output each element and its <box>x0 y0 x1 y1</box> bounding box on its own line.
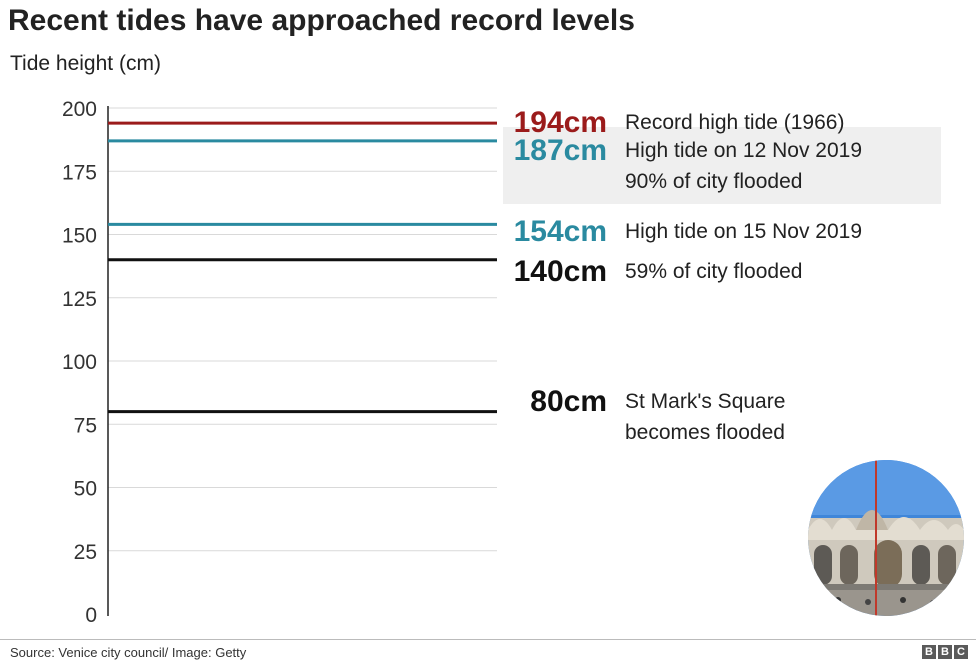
tide-annotation: 80cm St Mark's Square becomes flooded <box>0 385 976 444</box>
tide-value-label: 194cm <box>513 106 607 140</box>
tide-description-line: High tide on 12 Nov 2019 <box>625 138 862 162</box>
tide-description: High tide on 15 Nov 2019 <box>625 216 862 247</box>
tide-annotation: 154cm High tide on 15 Nov 2019 <box>0 215 976 248</box>
tide-description-line: 90% of city flooded <box>625 169 803 193</box>
tide-description: Record high tide (1966) <box>625 107 844 138</box>
y-tick-label: 200 <box>62 98 97 121</box>
tide-description-line: High tide on 15 Nov 2019 <box>625 220 862 244</box>
y-tick-label: 150 <box>62 225 97 248</box>
tide-description-line: Record high tide (1966) <box>625 111 845 135</box>
tide-value-label: 187cm <box>513 133 607 167</box>
tide-description: 59% of city flooded <box>625 256 802 287</box>
y-tick-label: 75 <box>74 414 97 437</box>
tide-description: High tide on 12 Nov 2019 90% of city floo… <box>625 135 862 197</box>
y-tick-label: 50 <box>74 478 97 501</box>
tide-value-label: 154cm <box>513 215 607 249</box>
bbc-logo-letter: C <box>954 645 968 659</box>
y-tick-label: 100 <box>62 351 97 374</box>
bbc-logo-letter: B <box>938 645 952 659</box>
highlight-box <box>503 127 941 204</box>
source-note: Source: Venice city council/ Image: Gett… <box>10 645 247 660</box>
tide-annotation: 140cm 59% of city flooded <box>0 255 976 288</box>
tide-description: St Mark's Square becomes flooded <box>625 386 785 448</box>
bbc-logo: B B C <box>922 645 968 659</box>
tide-value-label: 80cm <box>530 384 607 418</box>
chart-title: Recent tides have approached record leve… <box>8 4 635 37</box>
tide-description-line: St Mark's Square <box>625 389 786 413</box>
y-axis-label: Tide height (cm) <box>10 52 161 75</box>
y-tick-label: 175 <box>62 161 97 184</box>
y-tick-label: 125 <box>62 288 97 311</box>
tide-description-line: becomes flooded <box>625 420 785 444</box>
y-tick-label: 0 <box>85 604 97 627</box>
footer-rule <box>0 639 976 640</box>
st-marks-basilica-photo <box>808 460 964 616</box>
y-tick-label: 25 <box>74 541 97 564</box>
tide-annotation: 194cm Record high tide (1966) <box>0 106 976 139</box>
tide-description-line: 59% of city flooded <box>625 259 803 283</box>
bbc-logo-letter: B <box>922 645 936 659</box>
tide-annotation: 187cm High tide on 12 Nov 2019 90% of city… <box>0 134 976 193</box>
tide-value-label: 140cm <box>513 254 607 288</box>
